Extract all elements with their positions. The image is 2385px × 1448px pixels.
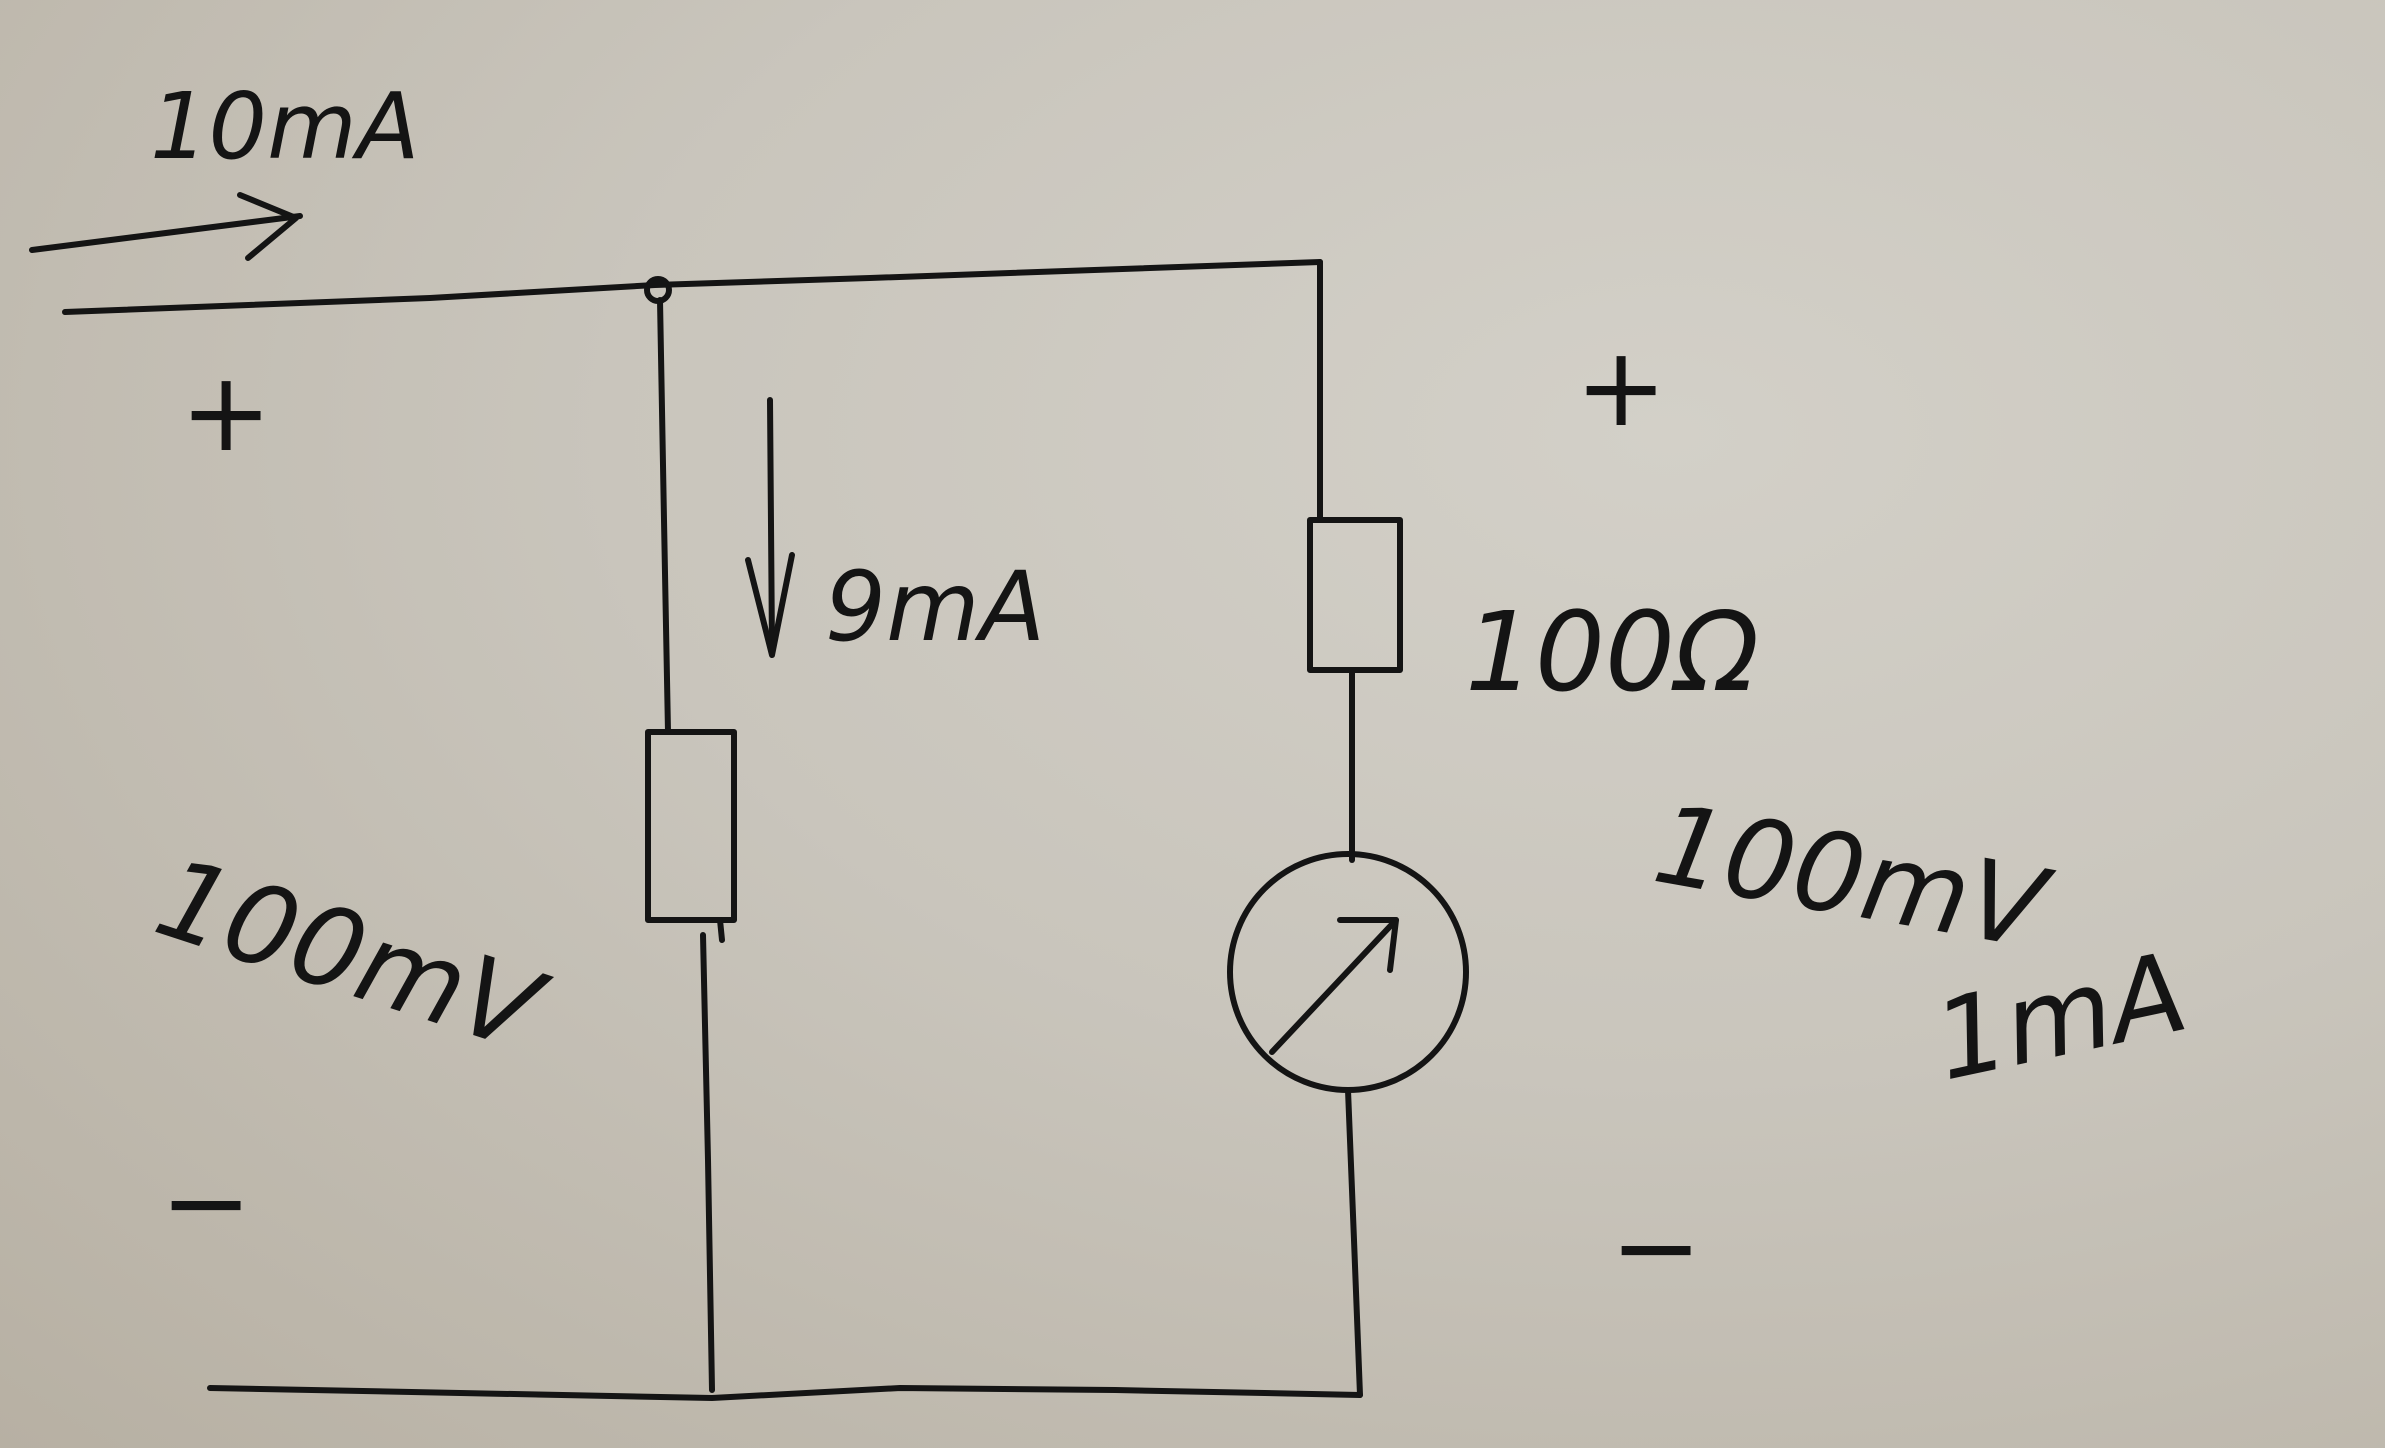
plus-right: + xyxy=(1575,323,1667,451)
meter-resistor xyxy=(1307,517,1403,673)
meter-voltage-label: 100mV xyxy=(1645,780,2060,975)
minus-left: − xyxy=(160,1138,252,1266)
shunt-branch xyxy=(645,297,737,1393)
top-wire xyxy=(62,259,1323,315)
shunt-resistor xyxy=(645,729,737,923)
meter-needle xyxy=(1269,917,1399,1055)
plus-left: + xyxy=(180,348,272,476)
input-voltage-label: 100mV xyxy=(142,833,561,1078)
meter-branch xyxy=(1227,259,1469,1398)
bottom-wire xyxy=(207,1385,1363,1401)
meter-resistance-label: 100Ω xyxy=(1465,588,1759,716)
input-current-label: 10mA xyxy=(150,73,420,180)
shunt-current-label: 9mA xyxy=(825,551,1045,663)
shunt-current-arrow xyxy=(745,397,795,658)
minus-right: − xyxy=(1610,1183,1702,1311)
input-current-arrow xyxy=(29,192,303,261)
